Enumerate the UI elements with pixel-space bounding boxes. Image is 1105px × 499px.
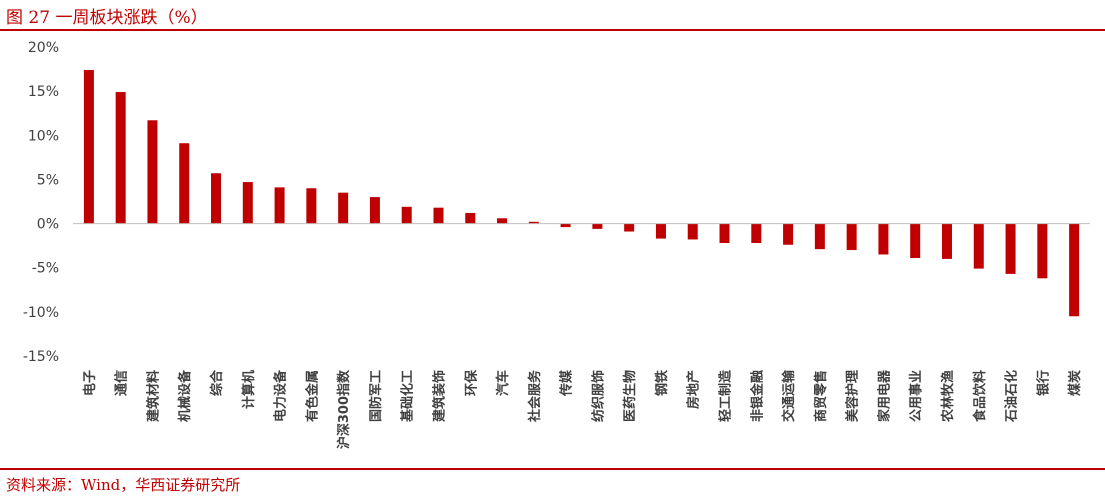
bar <box>814 223 825 250</box>
bar <box>147 120 158 224</box>
x-tick-label: 交通运输 <box>781 369 797 422</box>
x-tick-label: 社会服务 <box>527 369 543 423</box>
x-tick-label: 轻工制造 <box>718 369 734 422</box>
y-tick-label: 20% <box>28 40 59 56</box>
title-divider <box>0 29 1105 31</box>
x-tick-label: 建筑装饰 <box>431 370 447 422</box>
bar <box>751 223 762 243</box>
x-tick-label: 钢铁 <box>654 370 670 396</box>
x-tick-label: 公用事业 <box>908 370 924 422</box>
y-tick-label: 10% <box>28 128 59 144</box>
bar <box>401 206 412 224</box>
bar <box>115 92 126 224</box>
x-tick-label: 家用电器 <box>876 369 892 422</box>
x-tick-label: 商贸零售 <box>813 370 829 422</box>
x-tick-label: 汽车 <box>495 370 511 396</box>
bar <box>433 207 444 224</box>
bar <box>83 69 94 224</box>
bar <box>179 143 190 224</box>
bar <box>306 188 317 224</box>
x-tick-label: 环保 <box>463 369 479 396</box>
x-tick-label: 纺织服饰 <box>590 370 606 422</box>
bar <box>719 223 730 243</box>
y-tick-label: 5% <box>37 172 59 188</box>
bar <box>973 223 984 269</box>
x-tick-label: 机械设备 <box>177 369 193 422</box>
y-tick-label: 15% <box>28 84 59 100</box>
x-tick-label: 计算机 <box>241 370 257 409</box>
x-tick-label: 食品饮料 <box>972 370 988 422</box>
bar <box>242 182 253 224</box>
x-tick-label: 基础化工 <box>400 370 416 423</box>
bar <box>338 192 349 224</box>
x-axis-labels: 电子 通信 建筑材料 机械设备 综合 计算机 电力设备 有色金属 沪深300指数 国防军工 基础化工… <box>82 369 1083 449</box>
source-divider <box>0 468 1105 470</box>
x-tick-label: 农林牧渔 <box>940 370 956 423</box>
x-tick-label: 通信 <box>114 370 130 396</box>
x-tick-label: 电子 <box>82 370 98 396</box>
bar <box>1037 223 1048 279</box>
x-tick-label: 房地产 <box>686 370 702 409</box>
bar <box>465 212 476 224</box>
bar <box>1069 223 1080 317</box>
x-tick-label: 石油石化 <box>1004 370 1020 423</box>
y-tick-label: -15% <box>23 349 59 365</box>
bar <box>687 223 698 240</box>
bar <box>369 197 380 224</box>
bar <box>592 223 603 229</box>
bar <box>878 223 889 255</box>
bar <box>624 223 635 232</box>
bar <box>274 187 285 224</box>
x-tick-label: 沪深300指数 <box>336 369 352 449</box>
x-tick-label: 煤炭 <box>1067 370 1083 396</box>
bar <box>497 218 508 224</box>
x-tick-label: 银行 <box>1035 370 1051 396</box>
x-tick-label: 非银金融 <box>749 370 765 422</box>
bar <box>783 223 794 245</box>
y-axis: 20% 15% 10% 5% 0% -5% -10% -15% <box>23 40 59 365</box>
figure-title: 图 27 一周板块涨跌（%） <box>6 8 208 28</box>
y-tick-label: -10% <box>23 305 59 321</box>
x-tick-label: 传媒 <box>559 369 575 397</box>
y-tick-label: 0% <box>37 217 59 233</box>
source-note: 资料来源：Wind，华西证券研究所 <box>6 476 241 494</box>
bar <box>528 221 539 224</box>
bar <box>1005 223 1016 274</box>
x-tick-label: 美容护理 <box>845 370 861 422</box>
x-tick-label: 有色金属 <box>304 370 320 422</box>
x-tick-label: 建筑材料 <box>145 370 161 422</box>
y-tick-label: -5% <box>32 261 59 277</box>
x-tick-label: 电力设备 <box>273 369 289 422</box>
bar <box>560 223 571 228</box>
x-tick-label: 综合 <box>209 369 225 396</box>
x-tick-label: 医药生物 <box>622 370 638 422</box>
x-tick-label: 国防军工 <box>368 370 384 422</box>
bar-chart: 20% 15% 10% 5% 0% -5% -10% -15% 电子 通信 建筑材料 机械设备 综合计… <box>23 40 1090 449</box>
bar <box>211 173 222 224</box>
bar <box>941 223 952 259</box>
bar-series <box>83 69 1080 317</box>
bar <box>655 223 666 239</box>
bar <box>846 223 857 251</box>
bar <box>910 223 921 258</box>
